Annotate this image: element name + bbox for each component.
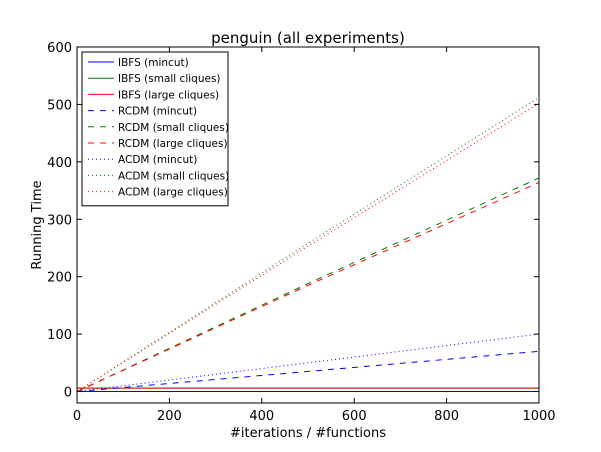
series-line-7 (76, 97, 540, 392)
y-tick-label-5: 500 (47, 98, 72, 113)
legend-label-3: RCDM (mincut) (118, 106, 197, 118)
legend-frame (81, 51, 229, 207)
series-layer (76, 97, 540, 393)
legend-label-4: RCDM (small cliques) (118, 122, 229, 134)
chart-title: penguin (all experiments) (211, 29, 405, 47)
series-line-5 (76, 182, 540, 392)
y-tick-label-0: 0 (64, 386, 72, 401)
legend-label-0: IBFS (mincut) (118, 57, 189, 69)
series-line-3 (76, 350, 540, 393)
x-tick-label-1: 200 (157, 409, 182, 424)
series-line-6 (76, 333, 540, 393)
y-tick-label-4: 400 (47, 156, 72, 171)
x-tick-label-5: 1000 (522, 409, 555, 424)
y-tick-label-1: 100 (47, 328, 72, 343)
legend-label-5: RCDM (large cliques) (118, 138, 228, 150)
legend-label-1: IBFS (small cliques) (118, 73, 221, 85)
y-tick-label-2: 200 (47, 271, 72, 286)
y-tick-label-6: 600 (47, 41, 72, 56)
legend: IBFS (mincut) IBFS (small cliques) IBFS (l… (81, 51, 229, 207)
x-axis-label: #iterations / #functions (230, 426, 386, 441)
legend-label-7: ACDM (small cliques) (118, 170, 229, 182)
plot-frame (76, 46, 540, 404)
x-tick-label-0: 0 (73, 409, 81, 424)
legend-label-2: IBFS (large cliques) (118, 89, 219, 101)
x-tick-label-2: 400 (249, 409, 274, 424)
legend-label-6: ACDM (mincut) (118, 154, 197, 166)
series-line-8 (76, 102, 540, 392)
x-tick-label-4: 800 (434, 409, 459, 424)
series-line-4 (76, 177, 540, 392)
x-tick-label-3: 600 (342, 409, 367, 424)
y-tick-label-3: 300 (47, 213, 72, 228)
legend-label-8: ACDM (large cliques) (118, 187, 228, 199)
ticks-layer: 0 200 400 600 800 1000 0 100 200 300 400 500 600 (47, 41, 555, 424)
y-axis-label: Running Time (30, 180, 45, 269)
